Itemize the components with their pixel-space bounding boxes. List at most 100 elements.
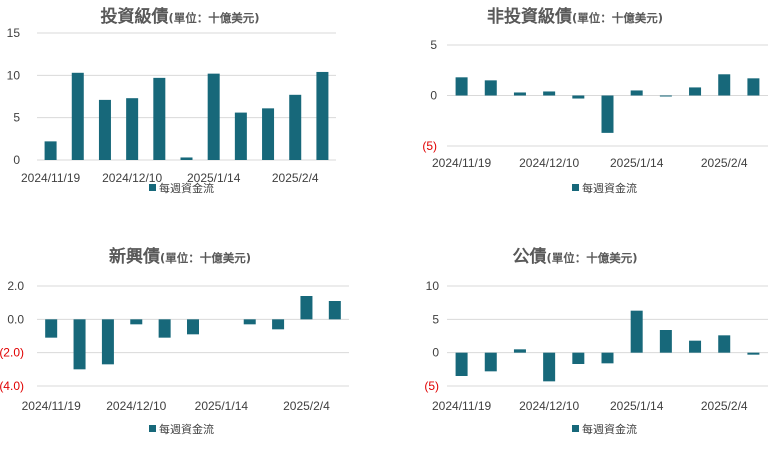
- x-tick-label: 2025/1/14: [187, 171, 241, 185]
- bar: [659, 95, 672, 97]
- y-tick-label: 5: [432, 312, 439, 326]
- y-tick-label: 0: [430, 89, 437, 103]
- bar: [689, 340, 702, 353]
- bar: [455, 77, 468, 96]
- bar: [153, 77, 166, 160]
- bar: [130, 319, 143, 325]
- y-tick-label: 10: [426, 279, 440, 293]
- x-tick-label: 2024/11/19: [432, 156, 491, 170]
- legend-label: 每週資金流: [159, 181, 214, 195]
- chart-title-unit: (單位：十億美元): [168, 11, 259, 25]
- x-tick-label: 2024/12/10: [519, 399, 579, 413]
- bar: [98, 99, 111, 160]
- legend-label: 每週資金流: [582, 422, 637, 436]
- y-tick-label: (2.0): [0, 346, 24, 360]
- bar: [328, 301, 341, 320]
- y-tick-label: 15: [7, 26, 21, 40]
- x-tick-label: 2025/1/14: [610, 399, 664, 413]
- bar: [543, 91, 556, 96]
- chart-title-main: 新興債: [109, 246, 160, 267]
- chart-title-main: 公債: [512, 246, 546, 267]
- high-yield-chart: 非投資級債(單位：十億美元) (5) 0 5 2024/11/19 2024/12/10 2…: [422, 6, 768, 195]
- y-tick-label: 0.0: [7, 312, 24, 326]
- x-tick-label: 2024/12/10: [519, 156, 579, 170]
- bar: [659, 330, 672, 353]
- bar: [484, 352, 497, 372]
- y-tick-label: 0: [13, 153, 20, 167]
- treasury-chart: 公債(單位：十億美元) (5) 0 5 10 2024/11/19 2024/12/10 20…: [424, 246, 768, 436]
- bar: [316, 71, 329, 160]
- y-tick-label: (4.0): [0, 379, 24, 393]
- bar: [455, 352, 468, 376]
- y-tick-label: 5: [13, 111, 20, 125]
- bar: [73, 319, 86, 370]
- chart-title-unit: (單位：十億美元): [546, 251, 637, 265]
- y-tick-label: 2.0: [7, 279, 24, 293]
- bar: [747, 352, 760, 355]
- bar: [44, 141, 57, 160]
- x-tick-label: 2025/1/14: [195, 399, 249, 413]
- bar: [289, 94, 302, 160]
- y-tick-label: 5: [430, 38, 437, 52]
- chart-title: 新興債(單位：十億美元): [109, 246, 251, 267]
- bar: [207, 73, 220, 160]
- x-tick-label: 2024/12/10: [102, 171, 162, 185]
- bar: [572, 352, 585, 364]
- y-tick-label: 10: [7, 68, 21, 82]
- legend-swatch: [572, 425, 579, 432]
- bar: [180, 157, 193, 160]
- bar: [689, 87, 702, 96]
- chart-title-unit: (單位：十億美元): [572, 11, 663, 25]
- x-tick-label: 2024/11/19: [432, 399, 491, 413]
- chart-title-main: 非投資級債: [487, 6, 572, 27]
- y-tick-label: 0: [432, 346, 439, 360]
- x-tick-label: 2024/12/10: [106, 399, 166, 413]
- y-tick-label: (5): [422, 139, 437, 153]
- x-tick-label: 2025/2/4: [701, 156, 748, 170]
- bar: [300, 296, 313, 320]
- bar: [243, 319, 256, 325]
- legend-label: 每週資金流: [582, 181, 637, 195]
- x-tick-label: 2024/11/19: [21, 171, 80, 185]
- bar: [747, 78, 760, 96]
- legend-swatch: [149, 425, 156, 432]
- investment-grade-chart: 投資級債(單位：十億美元) 0 5 10 15 2024/11/19 2024/12/10 2…: [7, 6, 336, 195]
- bar: [187, 319, 199, 335]
- bar: [601, 352, 614, 364]
- chart-title: 投資級債(單位：十億美元): [100, 6, 259, 27]
- bar: [630, 90, 643, 96]
- chart-title-main: 投資級債: [100, 6, 168, 27]
- bar: [101, 319, 114, 365]
- x-tick-label: 2025/1/14: [610, 156, 664, 170]
- bar: [513, 349, 526, 353]
- chart-title: 非投資級債(單位：十億美元): [487, 6, 663, 27]
- bar: [630, 310, 643, 353]
- emerging-market-chart: 新興債(單位：十億美元) (4.0) (2.0) 0.0 2.0 2024/11/19 20…: [0, 246, 349, 436]
- bar: [718, 335, 731, 353]
- chart-title-unit: (單位：十億美元): [160, 251, 251, 265]
- bar: [71, 72, 84, 160]
- bar: [572, 95, 585, 99]
- bar: [234, 112, 247, 160]
- y-tick-label: (5): [424, 379, 439, 393]
- x-tick-label: 2025/2/4: [283, 399, 330, 413]
- bar: [272, 319, 285, 330]
- bar: [484, 80, 497, 96]
- bar: [126, 98, 139, 160]
- legend-label: 每週資金流: [159, 422, 214, 436]
- legend-swatch: [149, 184, 156, 191]
- chart-title: 公債(單位：十億美元): [512, 246, 637, 267]
- bar: [601, 95, 614, 133]
- bar: [718, 74, 731, 96]
- x-tick-label: 2025/2/4: [272, 171, 319, 185]
- legend-swatch: [572, 184, 579, 191]
- bar: [45, 319, 58, 338]
- x-tick-label: 2024/11/19: [22, 399, 81, 413]
- x-tick-label: 2025/2/4: [701, 399, 748, 413]
- bar: [158, 319, 171, 338]
- bar: [262, 108, 275, 160]
- bar: [513, 92, 526, 96]
- bar: [543, 352, 556, 382]
